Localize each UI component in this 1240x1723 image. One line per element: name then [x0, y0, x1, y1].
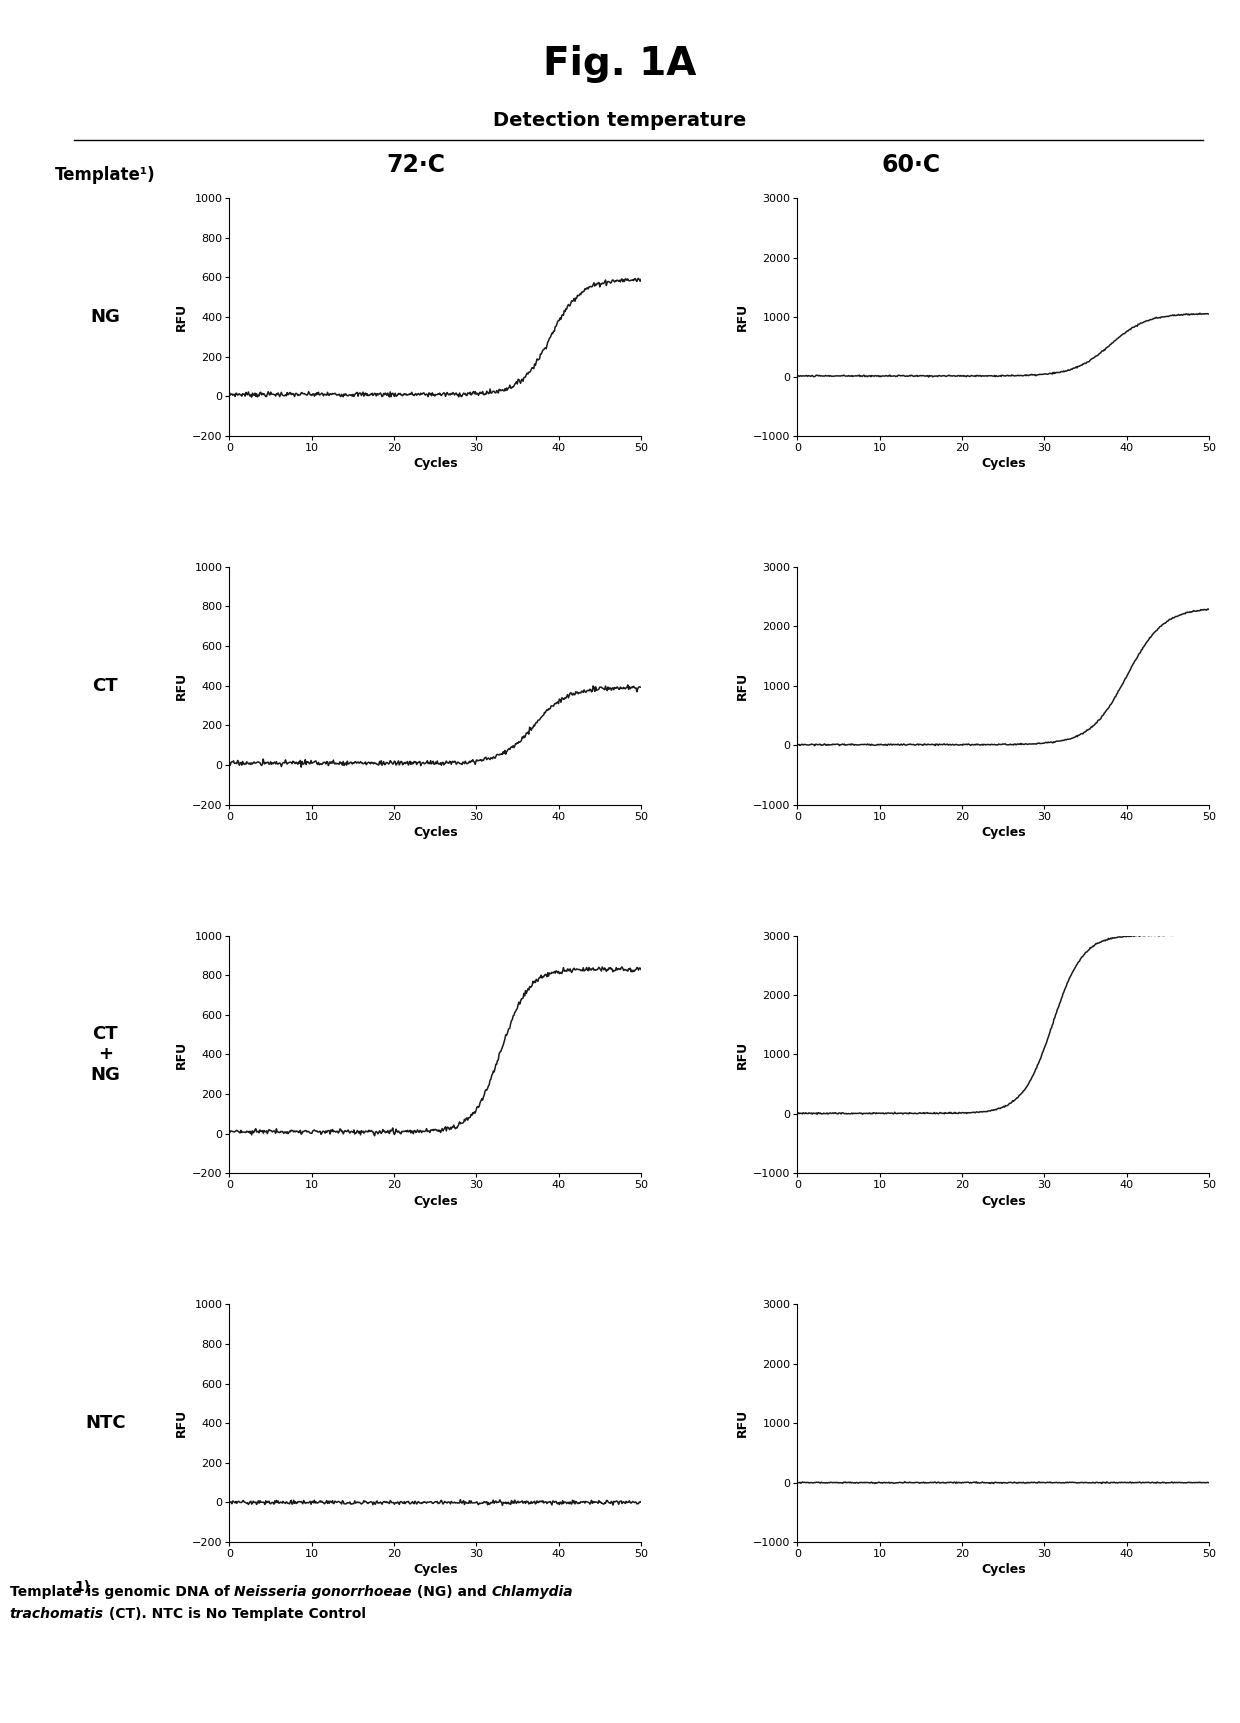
Text: 60·C: 60·C	[882, 153, 941, 177]
X-axis label: Cycles: Cycles	[413, 1563, 458, 1577]
X-axis label: Cycles: Cycles	[981, 457, 1025, 470]
X-axis label: Cycles: Cycles	[981, 1194, 1025, 1208]
Text: (NG) and: (NG) and	[412, 1585, 491, 1599]
Text: Fig. 1A: Fig. 1A	[543, 45, 697, 83]
Y-axis label: RFU: RFU	[735, 672, 749, 700]
Y-axis label: RFU: RFU	[175, 1409, 187, 1437]
Text: 72·C: 72·C	[386, 153, 445, 177]
Text: 1): 1)	[74, 1580, 91, 1594]
Y-axis label: RFU: RFU	[175, 672, 187, 700]
Y-axis label: RFU: RFU	[735, 303, 749, 331]
X-axis label: Cycles: Cycles	[413, 457, 458, 470]
Text: Detection temperature: Detection temperature	[494, 110, 746, 131]
Text: CT
+
NG: CT + NG	[91, 1025, 120, 1084]
Text: Template is genomic DNA of: Template is genomic DNA of	[10, 1585, 234, 1599]
Text: NG: NG	[91, 308, 120, 326]
Text: CT: CT	[93, 677, 118, 694]
X-axis label: Cycles: Cycles	[413, 825, 458, 839]
Y-axis label: RFU: RFU	[175, 1041, 187, 1068]
Text: Neisseria gonorrhoeae: Neisseria gonorrhoeae	[234, 1585, 412, 1599]
Text: (CT). NTC is No Template Control: (CT). NTC is No Template Control	[103, 1608, 366, 1621]
Text: Template¹): Template¹)	[55, 167, 156, 184]
X-axis label: Cycles: Cycles	[413, 1194, 458, 1208]
Text: Chlamydia: Chlamydia	[491, 1585, 573, 1599]
Y-axis label: RFU: RFU	[735, 1041, 749, 1068]
Y-axis label: RFU: RFU	[175, 303, 187, 331]
X-axis label: Cycles: Cycles	[981, 825, 1025, 839]
Text: trachomatis: trachomatis	[10, 1608, 103, 1621]
Text: NTC: NTC	[86, 1415, 125, 1432]
X-axis label: Cycles: Cycles	[981, 1563, 1025, 1577]
Y-axis label: RFU: RFU	[735, 1409, 749, 1437]
